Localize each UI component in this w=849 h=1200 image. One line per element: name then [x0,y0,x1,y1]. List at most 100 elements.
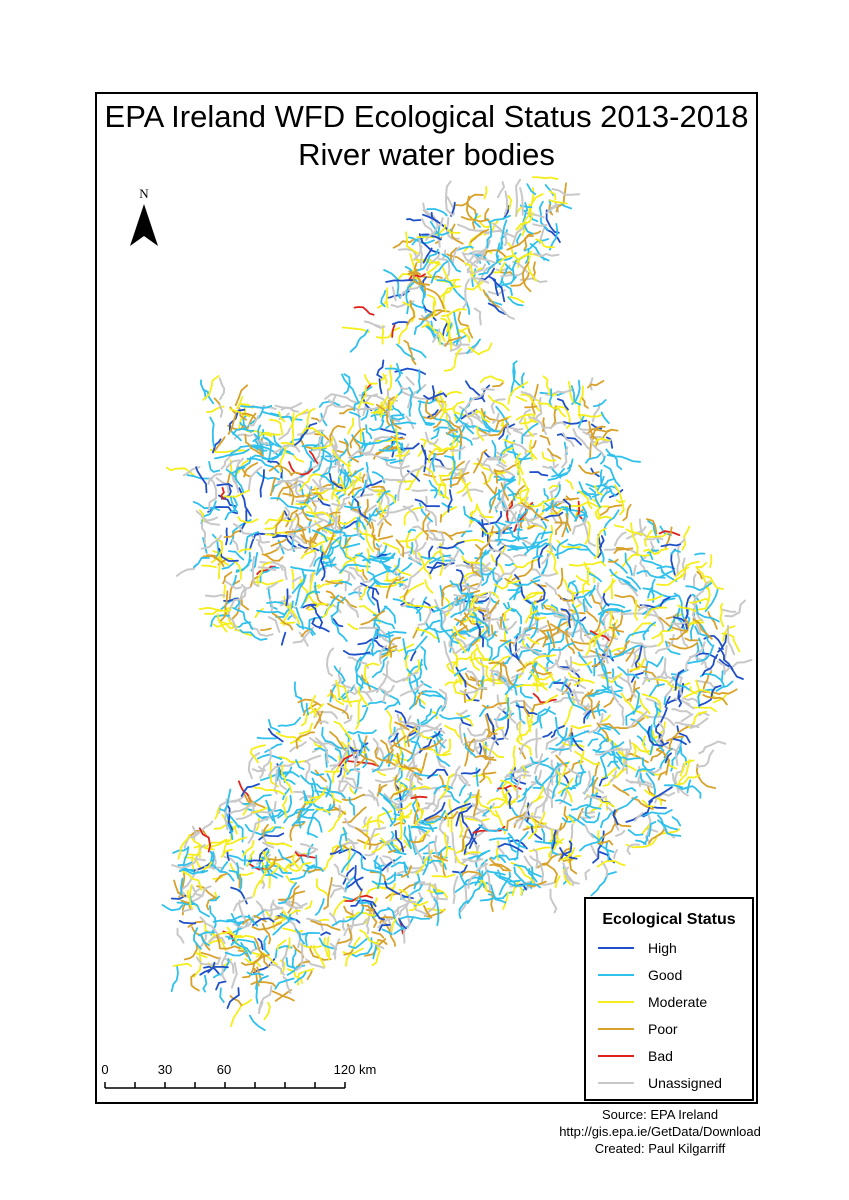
river-segment [442,738,452,755]
river-segment [462,612,474,624]
legend-item-good: Good [598,965,682,985]
river-segment [502,447,514,454]
river-segment [603,464,621,488]
river-segment [585,629,601,656]
river-segment [719,602,725,628]
river-segment [330,596,344,604]
river-segment [610,685,620,704]
river-segment [492,382,504,388]
scale-label-60: 60 [216,1062,232,1077]
river-segment [447,422,469,435]
river-segment [581,700,601,712]
river-segment [322,560,337,567]
river-segment [467,629,489,652]
river-segment [190,973,200,992]
river-segment [425,747,452,757]
river-segment [594,437,610,446]
river-segment [259,560,284,571]
river-segment [374,580,406,589]
river-segment [310,771,325,777]
river-segment [353,306,375,316]
river-segment [383,605,397,624]
river-segment [236,396,244,410]
river-segment [679,560,700,578]
river-segment [584,824,595,839]
river-segment [219,861,229,873]
river-segment [324,393,359,405]
river-segment [318,395,336,423]
river-segment [381,324,385,345]
river-segment [359,428,363,443]
river-segment [460,408,478,420]
river-segment [496,670,508,686]
river-segment [535,238,555,249]
river-segment [367,507,378,521]
river-segment [484,714,491,740]
river-segment [550,763,564,786]
river-segment [473,307,482,326]
river-segment [542,417,546,432]
river-segment [342,806,367,824]
river-segment [421,323,441,346]
river-segment [277,479,298,486]
river-segment [332,897,347,916]
river-segment [431,873,456,878]
river-segment [289,483,301,497]
river-segment [512,362,525,389]
river-segment [328,473,347,490]
river-segment [615,829,626,837]
river-segment [685,582,713,592]
river-segment [361,794,380,807]
river-segment [377,396,389,415]
river-segment [681,525,691,551]
river-segment [567,543,596,557]
river-segment [610,578,614,600]
river-segment [235,934,255,939]
river-segment [291,412,295,444]
river-segment [195,510,221,526]
river-segment [323,522,346,534]
river-segment [459,717,472,727]
river-segment [505,500,514,523]
river-segment [507,548,519,552]
river-segment [267,719,281,734]
river-segment [496,451,506,456]
river-segment [536,784,544,801]
river-segment [624,552,633,576]
river-segment [687,710,708,729]
river-segment [399,386,409,391]
river-segment [309,945,332,961]
river-segment [442,285,462,313]
river-segment [218,792,246,814]
river-segment [278,778,287,791]
river-segment [295,607,304,630]
river-segment [219,987,225,1003]
river-segment [410,650,417,662]
river-segment [390,918,397,932]
river-segment [391,321,409,325]
river-segment [513,796,527,826]
river-segment [507,832,527,849]
river-segment [310,920,341,931]
river-segment [470,277,490,284]
river-segment [599,504,624,516]
river-segment [531,654,557,666]
river-segment [482,805,492,817]
river-segment [669,618,689,640]
river-segment [378,923,391,932]
river-segment [329,731,346,751]
river-segment [532,261,536,279]
river-segment [599,756,608,779]
river-segment [385,279,416,283]
river-segment [218,404,224,418]
river-segment [488,490,503,510]
river-segment [593,628,610,648]
river-segment [231,574,237,587]
river-segment [491,671,495,687]
river-segment [512,633,531,647]
river-segment [532,692,557,704]
river-segment [479,375,505,384]
river-segment [296,623,316,636]
river-segment [344,876,364,890]
river-segment [229,995,243,1006]
